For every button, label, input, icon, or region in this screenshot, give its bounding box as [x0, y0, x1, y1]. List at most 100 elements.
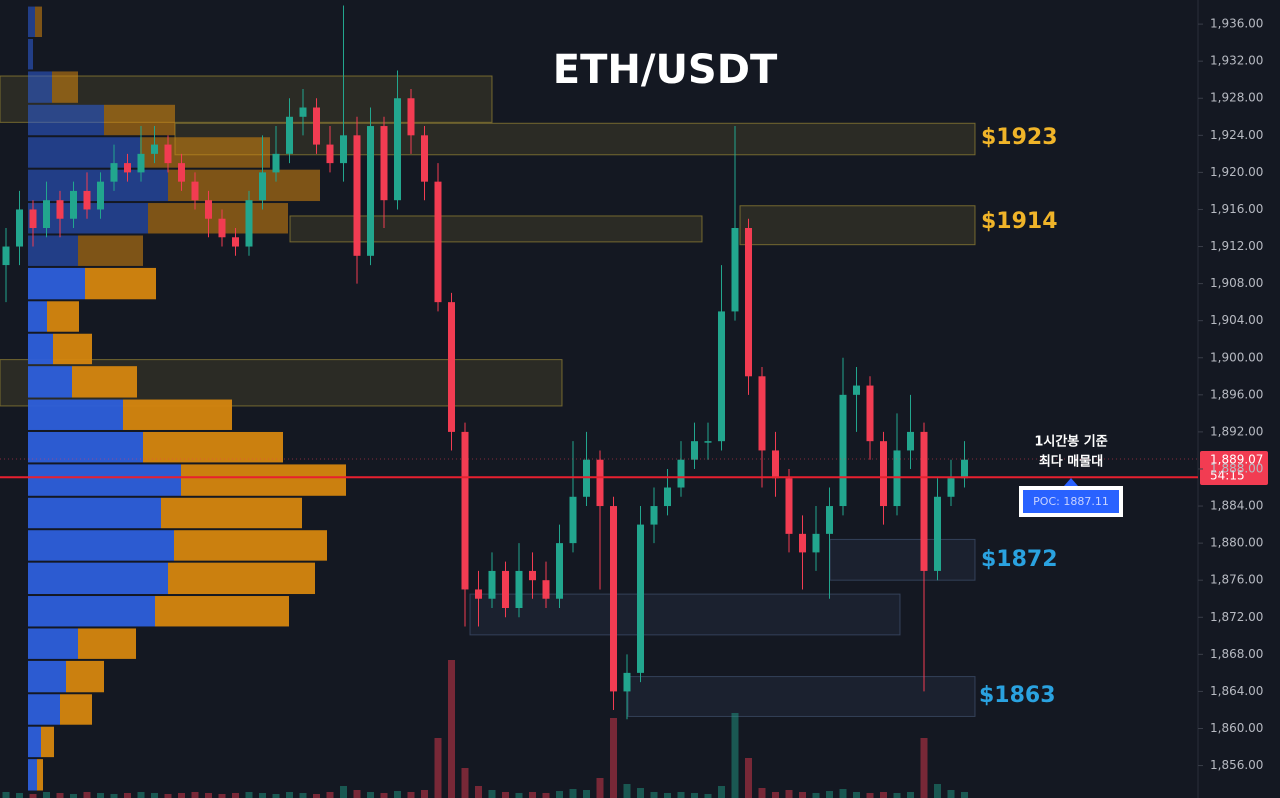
volume-bar: [826, 791, 833, 798]
candle-body: [961, 459, 968, 479]
volume-bar: [380, 793, 388, 798]
last-price-label: 1,889.07: [1210, 453, 1263, 467]
profile-sell-bar: [168, 562, 315, 595]
volume-bar: [866, 793, 874, 798]
profile-sell-bar: [85, 267, 156, 300]
y-tick-label: 1,900.00: [1210, 350, 1263, 364]
y-tick-label: 1,872.00: [1210, 610, 1263, 624]
profile-sell-bar: [168, 169, 320, 202]
profile-buy-bar: [28, 267, 85, 300]
volume-bar: [313, 794, 320, 798]
profile-buy-bar: [28, 464, 181, 496]
candle-body: [488, 570, 496, 599]
volume-bar: [353, 790, 361, 798]
volume-bar: [461, 768, 469, 798]
candle-body: [272, 153, 280, 173]
volume-bar: [97, 793, 104, 798]
volume-bar: [421, 790, 428, 798]
y-tick-label: 1,936.00: [1210, 17, 1263, 31]
profile-buy-bar: [28, 596, 155, 627]
candle-body: [556, 543, 563, 599]
candle-body: [758, 376, 766, 451]
volume-bar: [799, 792, 806, 798]
candle-body: [785, 478, 793, 534]
profile-buy-bar: [28, 6, 35, 37]
candle-body: [920, 431, 928, 571]
candle-body: [245, 200, 253, 247]
y-tick-label: 1,904.00: [1210, 313, 1263, 327]
candle-body: [934, 496, 941, 571]
profile-buy-bar: [28, 333, 53, 365]
volume-bar: [2, 792, 10, 798]
profile-sell-bar: [148, 203, 288, 234]
volume-bar: [178, 793, 185, 798]
profile-sell-bar: [143, 431, 283, 463]
volume-bar: [637, 788, 644, 798]
candle-body: [83, 190, 91, 210]
profile-sell-bar: [37, 759, 43, 791]
volume-bar: [286, 792, 293, 798]
y-tick-label: 1,892.00: [1210, 424, 1263, 438]
profile-sell-bar: [140, 137, 270, 168]
candle-body: [434, 181, 442, 303]
volume-bar: [326, 792, 334, 798]
volume-bar: [245, 792, 253, 798]
profile-buy-bar: [28, 562, 168, 595]
candle-body: [475, 589, 482, 599]
y-tick-label: 1,928.00: [1210, 91, 1263, 105]
candle-body: [178, 163, 185, 182]
volume-bar: [448, 660, 455, 798]
profile-sell-bar: [72, 366, 137, 398]
volume-bar: [947, 790, 955, 798]
volume-bar: [610, 718, 617, 798]
annotation: 최다 매물대: [1039, 454, 1103, 470]
volume-bar: [434, 738, 442, 798]
volume-bar: [299, 793, 307, 798]
y-tick-label: 1,888.00: [1210, 461, 1263, 475]
y-tick-label: 1,856.00: [1210, 758, 1263, 772]
volume-bar: [758, 788, 766, 798]
volume-bar: [623, 784, 631, 798]
profile-buy-bar: [28, 366, 72, 398]
profile-sell-bar: [66, 660, 104, 693]
volume-bar: [475, 786, 482, 798]
volume-profile: [28, 6, 346, 791]
volume-bar: [43, 792, 50, 798]
y-tick-label: 1,864.00: [1210, 684, 1263, 698]
profile-buy-bar: [28, 660, 66, 693]
profile-buy-bar: [28, 399, 123, 430]
profile-buy-bar: [28, 628, 78, 659]
profile-buy-bar: [28, 39, 33, 70]
candle-body: [772, 450, 779, 479]
candle-body: [893, 450, 901, 507]
candle-body: [569, 496, 577, 544]
candle-body: [407, 98, 415, 136]
y-tick-label: 1,912.00: [1210, 239, 1263, 253]
candle-body: [812, 533, 820, 553]
candle-body: [70, 190, 77, 219]
volume-bar: [124, 793, 131, 798]
volume-bar: [839, 789, 847, 798]
y-tick-label: 1,896.00: [1210, 387, 1263, 401]
candle-body: [826, 506, 833, 534]
candle-body: [853, 385, 860, 395]
y-tick-label: 1,932.00: [1210, 54, 1263, 68]
volume-bar: [340, 786, 347, 798]
candle-body: [340, 135, 347, 164]
zone: [627, 676, 976, 717]
profile-sell-bar: [52, 71, 78, 103]
volume-bar: [232, 793, 239, 798]
candle-body: [421, 135, 428, 182]
candle-body: [448, 302, 455, 432]
candle-body: [218, 218, 226, 238]
candle-body: [596, 459, 604, 507]
volume-bar: [907, 792, 914, 798]
volume-bar: [259, 793, 266, 798]
volume-bar: [110, 794, 118, 798]
volume-bar: [772, 792, 779, 798]
candle-body: [380, 126, 388, 201]
volume-bar: [731, 713, 739, 798]
candle-body: [461, 431, 469, 590]
candle-body: [29, 209, 37, 228]
zone-label: $1914: [981, 209, 1058, 234]
